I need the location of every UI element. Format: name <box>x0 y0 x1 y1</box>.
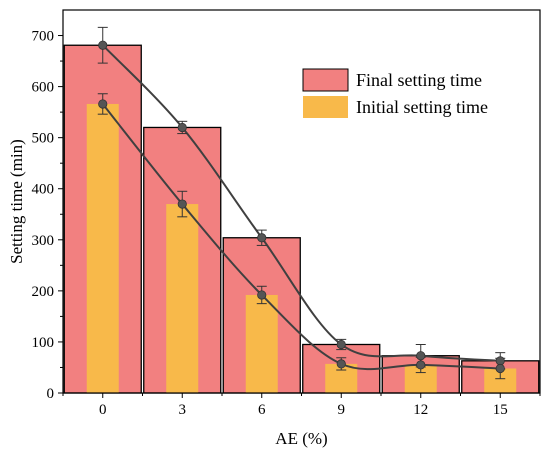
x-tick-label-12: 12 <box>413 402 428 418</box>
point-final-15 <box>495 356 505 366</box>
x-tick-label-15: 15 <box>493 402 508 418</box>
point-final-12 <box>416 351 426 361</box>
legend-swatch-initial <box>303 96 348 118</box>
y-tick-label-200: 200 <box>32 284 55 300</box>
y-tick-label-0: 0 <box>47 386 55 402</box>
initial-bars-group <box>86 103 517 393</box>
y-tick-label-600: 600 <box>32 80 55 96</box>
ticks-group: 0 100 200 300 400 500 600 700 0 3 6 9 12 15 <box>32 29 541 418</box>
y-axis-label: Setting time (min) <box>7 139 26 264</box>
point-final-0 <box>98 40 108 50</box>
point-initial-3 <box>177 199 187 209</box>
x-tick-label-6: 6 <box>258 402 266 418</box>
bar-initial-0 <box>86 103 119 393</box>
point-final-9 <box>336 339 346 350</box>
y-tick-label-100: 100 <box>32 335 55 351</box>
x-tick-label-3: 3 <box>179 402 187 418</box>
legend: Final setting time Initial setting time <box>302 68 488 118</box>
x-tick-label-9: 9 <box>338 402 346 418</box>
point-initial-0 <box>98 99 108 109</box>
legend-label-initial: Initial setting time <box>356 97 488 117</box>
bar-initial-3 <box>166 204 199 393</box>
y-tick-label-400: 400 <box>32 182 55 198</box>
markers-group <box>98 40 505 374</box>
y-tick-label-700: 700 <box>32 29 55 45</box>
point-initial-12 <box>416 360 426 370</box>
point-final-6 <box>257 233 267 243</box>
bar-initial-6 <box>245 294 278 393</box>
x-axis-label: AE (%) <box>275 429 327 448</box>
point-initial-6 <box>257 290 267 300</box>
y-tick-label-500: 500 <box>32 131 55 147</box>
x-tick-label-0: 0 <box>99 402 107 418</box>
point-final-3 <box>177 122 187 133</box>
legend-label-final: Final setting time <box>356 70 482 90</box>
point-initial-9 <box>336 359 346 369</box>
legend-swatch-final <box>302 68 349 92</box>
y-tick-label-300: 300 <box>32 233 55 249</box>
point-initial-15 <box>495 363 505 374</box>
